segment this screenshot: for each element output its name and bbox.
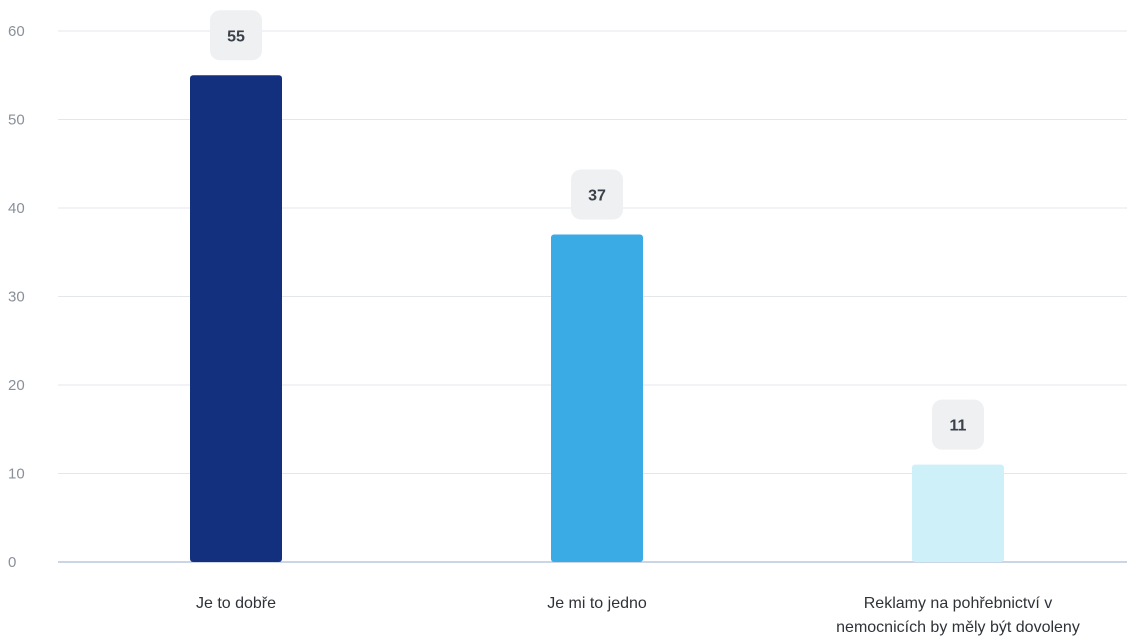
y-tick-label: 60 xyxy=(8,23,25,40)
x-tick-label: Je mi to jedno xyxy=(547,595,647,612)
bar xyxy=(912,464,1004,562)
bar xyxy=(190,75,282,562)
data-labels: 55 37 11 xyxy=(210,10,984,450)
x-axis-ticks: Je to dobře Je mi to jedno Reklamy na pohř… xyxy=(196,595,1080,636)
y-tick-label: 10 xyxy=(8,466,25,483)
data-label-box xyxy=(571,169,623,220)
y-tick-label: 20 xyxy=(8,377,25,394)
y-tick-label: 40 xyxy=(8,200,25,217)
y-axis-ticks: 0 10 20 30 40 50 60 xyxy=(8,23,25,571)
data-label: 11 xyxy=(950,418,967,435)
data-label-box xyxy=(932,399,984,450)
y-tick-label: 0 xyxy=(8,554,16,571)
x-tick-label: Je to dobře xyxy=(196,595,276,612)
data-label-box xyxy=(210,10,262,61)
bars xyxy=(190,75,1004,563)
x-tick-label: Reklamy na pohřebnictví v xyxy=(864,595,1053,612)
data-label: 37 xyxy=(588,188,606,205)
data-label: 55 xyxy=(227,28,245,45)
y-tick-label: 30 xyxy=(8,289,25,306)
y-tick-label: 50 xyxy=(8,112,25,129)
x-tick-label: nemocnicích by měly být dovoleny xyxy=(836,619,1080,636)
bar xyxy=(551,234,643,563)
